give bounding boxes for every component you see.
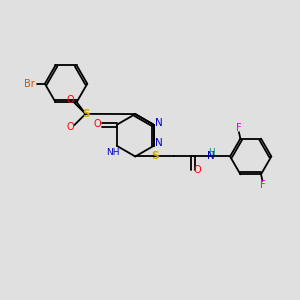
Text: H: H [208, 148, 214, 157]
Text: N: N [155, 118, 163, 128]
Text: Br: Br [24, 79, 35, 89]
Text: S: S [151, 151, 159, 161]
Text: S: S [82, 109, 89, 119]
Text: O: O [193, 165, 201, 175]
Text: N: N [207, 152, 215, 161]
Text: O: O [66, 95, 74, 105]
Text: N: N [155, 138, 163, 148]
Text: NH: NH [106, 148, 119, 157]
Text: O: O [94, 119, 101, 129]
Text: F: F [260, 180, 265, 190]
Text: O: O [66, 122, 74, 132]
Text: F: F [236, 123, 242, 133]
